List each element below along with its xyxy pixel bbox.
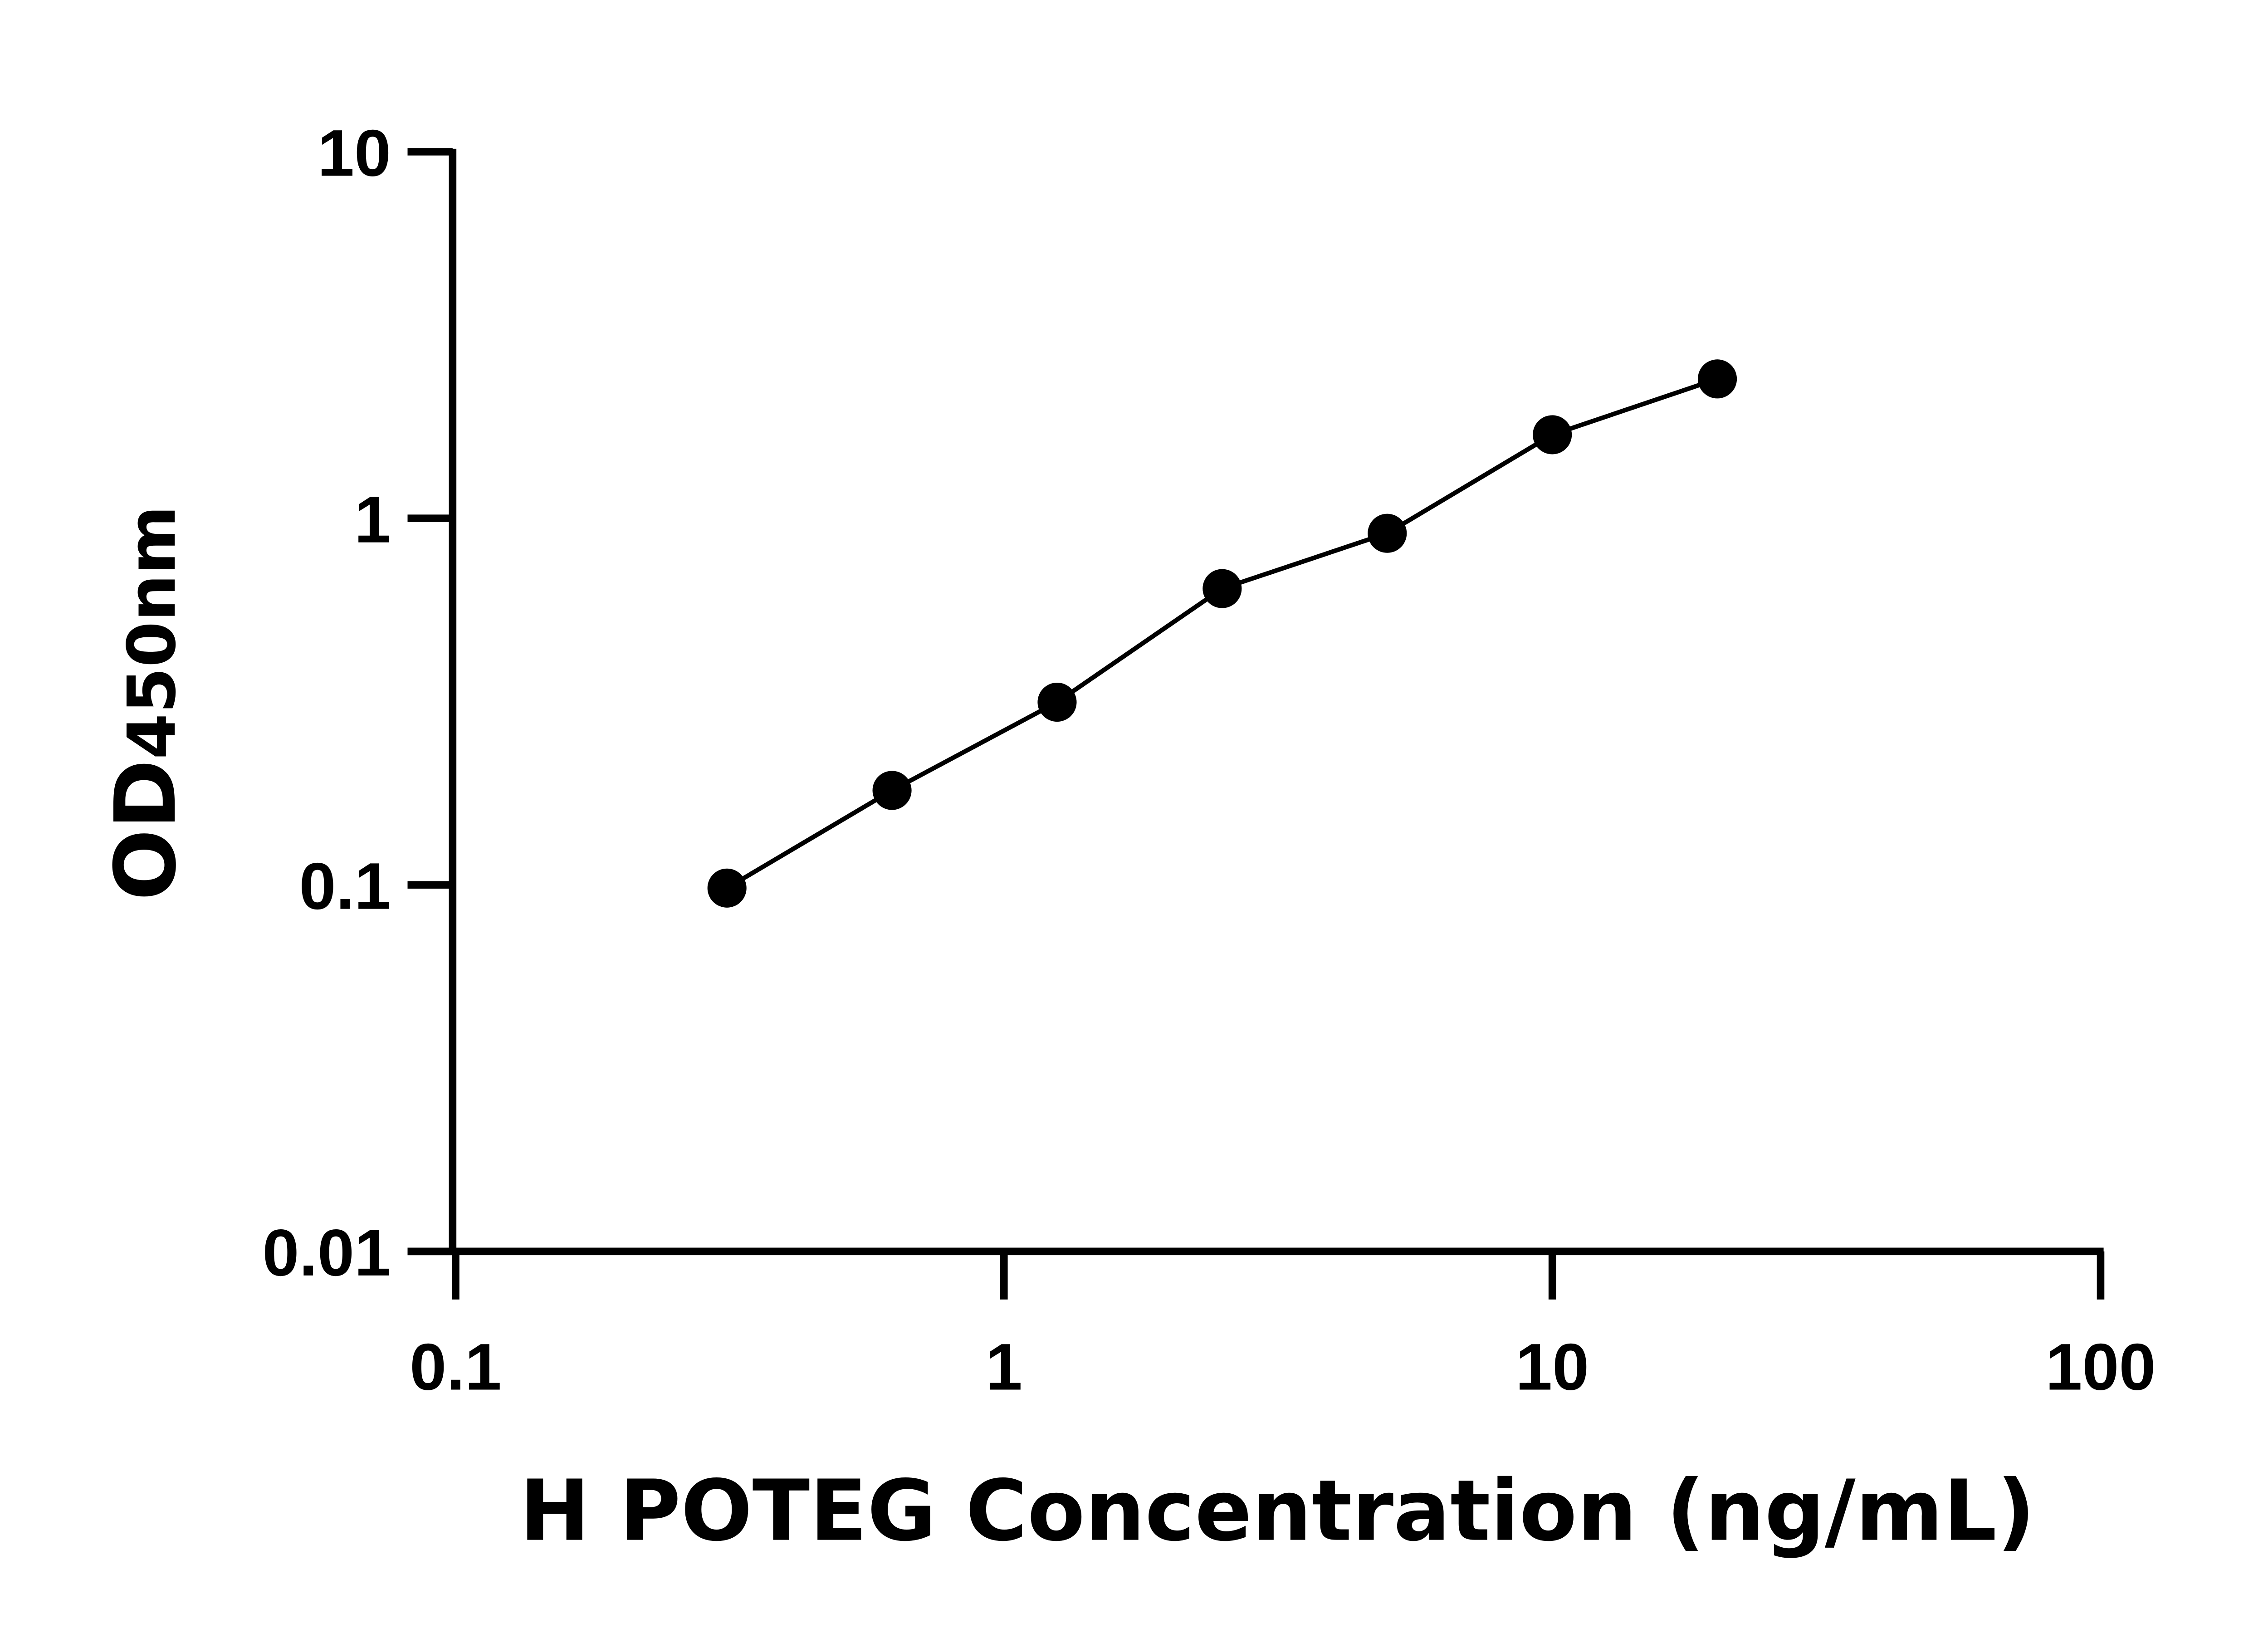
y-tick-label: 10 (318, 116, 391, 190)
data-point (1533, 415, 1572, 455)
y-tick-label: 0.01 (262, 1216, 391, 1290)
axes: 0.01 0.1 1 10 0.1 1 10 100 (262, 116, 2156, 1403)
y-axis-label: OD450nm (97, 505, 195, 900)
data-point (1368, 513, 1407, 553)
fit-curve (726, 376, 1718, 890)
y-axis-label-subscript: 450nm (114, 505, 191, 759)
data-point (1697, 359, 1737, 399)
data-marks (707, 359, 1737, 908)
data-point (707, 868, 747, 908)
x-tick-label: 100 (2045, 1330, 2156, 1403)
data-point (872, 771, 912, 810)
data-point (1037, 682, 1077, 722)
y-axis-label-main: OD (97, 759, 195, 901)
x-tick-label: 10 (1515, 1330, 1589, 1403)
x-tick-label: 0.1 (410, 1330, 502, 1403)
y-tick-label: 0.1 (299, 849, 391, 923)
data-point (1202, 569, 1242, 608)
x-axis-label: H POTEG Concentration (ng/mL) (519, 1462, 2035, 1560)
y-tick-label: 1 (354, 483, 391, 557)
x-tick-label: 1 (986, 1330, 1022, 1403)
